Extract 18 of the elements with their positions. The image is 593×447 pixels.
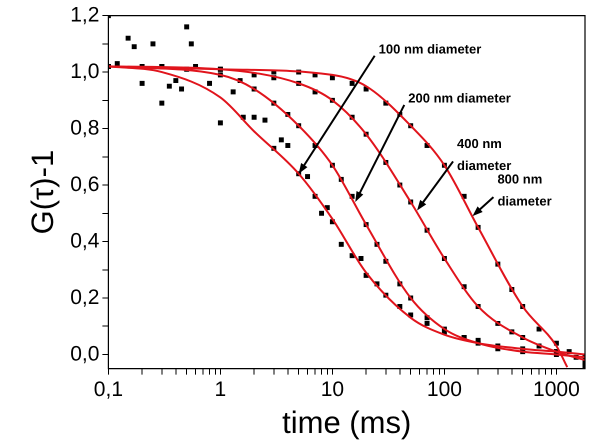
y-tick-label: 0,8 (70, 116, 100, 140)
x-tick-label: 0,1 (94, 378, 123, 401)
annotation: 200 nm diameter (408, 90, 511, 106)
annotation: 800 nm diameter (497, 172, 552, 209)
x-tick-label: 1 (214, 378, 226, 401)
y-tick-label: 0,2 (70, 286, 100, 309)
x-tick-label: 1000 (533, 378, 580, 401)
y-tick-label: 1,2 (70, 3, 100, 26)
annotation: 100 nm diameter (378, 41, 482, 56)
y-axis-title: G(τ)-1 (25, 150, 60, 234)
y-tick-label: 0,0 (70, 342, 100, 366)
x-tick-label: 100 (426, 378, 462, 401)
y-tick-label: 0,6 (70, 172, 100, 196)
x-axis-title: time (ms) (282, 404, 412, 440)
annotation: 400 nm diameter (457, 136, 512, 174)
y-tick-label: 0,4 (70, 229, 100, 252)
y-tick-label: 1,0 (70, 60, 100, 83)
x-tick-label: 10 (320, 378, 344, 401)
